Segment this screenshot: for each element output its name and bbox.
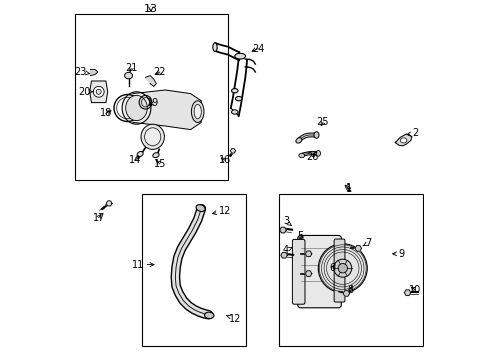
- Text: 2: 2: [406, 128, 418, 138]
- Text: 10: 10: [408, 285, 421, 295]
- Text: 15: 15: [153, 159, 166, 169]
- Text: 4: 4: [282, 245, 291, 255]
- Polygon shape: [133, 90, 201, 130]
- Ellipse shape: [235, 96, 242, 101]
- Circle shape: [93, 86, 104, 97]
- Polygon shape: [305, 271, 311, 276]
- Text: 19: 19: [146, 98, 159, 108]
- Polygon shape: [90, 69, 98, 76]
- Ellipse shape: [152, 153, 159, 158]
- Ellipse shape: [204, 312, 213, 319]
- Circle shape: [333, 259, 351, 277]
- Polygon shape: [280, 252, 287, 258]
- Text: 17: 17: [92, 213, 104, 223]
- Ellipse shape: [231, 110, 238, 114]
- Text: 1: 1: [345, 184, 351, 194]
- Text: 6: 6: [329, 263, 335, 273]
- Polygon shape: [404, 290, 410, 296]
- Text: 18: 18: [100, 108, 112, 118]
- Polygon shape: [305, 251, 311, 257]
- Text: 3: 3: [282, 216, 291, 226]
- Ellipse shape: [295, 138, 301, 143]
- Text: 21: 21: [124, 63, 137, 73]
- Text: 23: 23: [74, 67, 90, 77]
- Ellipse shape: [400, 138, 406, 143]
- FancyBboxPatch shape: [333, 239, 344, 302]
- Text: 14: 14: [128, 155, 141, 165]
- Bar: [142, 194, 246, 346]
- Text: 1: 1: [345, 183, 351, 193]
- Polygon shape: [89, 81, 107, 103]
- Ellipse shape: [125, 95, 147, 121]
- Bar: [278, 194, 422, 346]
- Ellipse shape: [144, 128, 161, 146]
- Polygon shape: [343, 291, 349, 296]
- Ellipse shape: [191, 101, 203, 122]
- Ellipse shape: [234, 53, 245, 59]
- Ellipse shape: [212, 43, 217, 51]
- Text: 9: 9: [392, 249, 404, 259]
- Circle shape: [337, 264, 347, 273]
- Polygon shape: [230, 149, 235, 153]
- Text: 13: 13: [143, 4, 158, 14]
- Text: 5: 5: [297, 231, 303, 241]
- Ellipse shape: [231, 89, 238, 93]
- Polygon shape: [279, 227, 285, 233]
- Text: 20: 20: [78, 87, 93, 97]
- FancyBboxPatch shape: [297, 235, 341, 308]
- Ellipse shape: [141, 124, 164, 149]
- Circle shape: [96, 89, 101, 94]
- Polygon shape: [394, 134, 411, 146]
- Bar: [75, 14, 228, 180]
- Ellipse shape: [196, 204, 204, 212]
- Ellipse shape: [137, 152, 143, 157]
- Text: 12: 12: [212, 206, 230, 216]
- Text: 26: 26: [305, 152, 318, 162]
- Polygon shape: [106, 201, 112, 206]
- Text: 11: 11: [132, 260, 154, 270]
- Text: 12: 12: [226, 314, 241, 324]
- FancyBboxPatch shape: [292, 239, 305, 304]
- Ellipse shape: [313, 132, 318, 138]
- Text: 24: 24: [251, 44, 264, 54]
- Ellipse shape: [194, 104, 201, 119]
- Polygon shape: [145, 76, 156, 86]
- Circle shape: [318, 244, 366, 293]
- Text: 7: 7: [362, 238, 371, 248]
- Ellipse shape: [316, 150, 320, 156]
- Text: 22: 22: [153, 67, 166, 77]
- Ellipse shape: [122, 92, 151, 124]
- Ellipse shape: [124, 72, 132, 79]
- Text: 8: 8: [347, 285, 353, 295]
- Text: 25: 25: [316, 117, 328, 127]
- Ellipse shape: [298, 153, 304, 158]
- Text: 16: 16: [218, 155, 230, 165]
- Polygon shape: [354, 246, 361, 251]
